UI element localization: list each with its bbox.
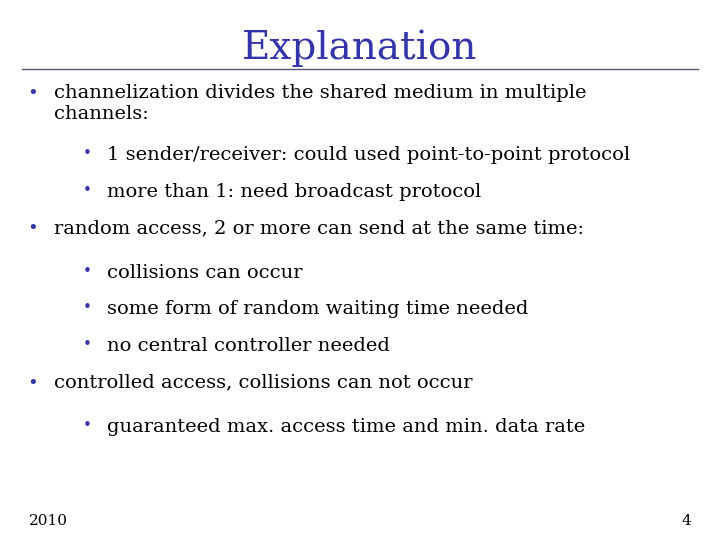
Text: •: •	[83, 300, 91, 315]
Text: •: •	[83, 146, 91, 161]
Text: 2010: 2010	[29, 514, 68, 528]
Text: 1 sender/receiver: could used point-to-point protocol: 1 sender/receiver: could used point-to-p…	[107, 146, 630, 164]
Text: guaranteed max. access time and min. data rate: guaranteed max. access time and min. dat…	[107, 418, 585, 436]
Text: some form of random waiting time needed: some form of random waiting time needed	[107, 300, 528, 318]
Text: •: •	[27, 84, 38, 102]
Text: more than 1: need broadcast protocol: more than 1: need broadcast protocol	[107, 183, 481, 200]
Text: •: •	[27, 374, 38, 391]
Text: •: •	[27, 219, 38, 237]
Text: controlled access, collisions can not occur: controlled access, collisions can not oc…	[54, 374, 472, 391]
Text: •: •	[83, 264, 91, 279]
Text: 4: 4	[681, 514, 691, 528]
Text: •: •	[83, 183, 91, 198]
Text: no central controller needed: no central controller needed	[107, 337, 390, 355]
Text: collisions can occur: collisions can occur	[107, 264, 302, 281]
Text: Explanation: Explanation	[242, 30, 478, 67]
Text: •: •	[83, 337, 91, 352]
Text: channelization divides the shared medium in multiple
channels:: channelization divides the shared medium…	[54, 84, 587, 123]
Text: random access, 2 or more can send at the same time:: random access, 2 or more can send at the…	[54, 219, 584, 237]
Text: •: •	[83, 418, 91, 433]
